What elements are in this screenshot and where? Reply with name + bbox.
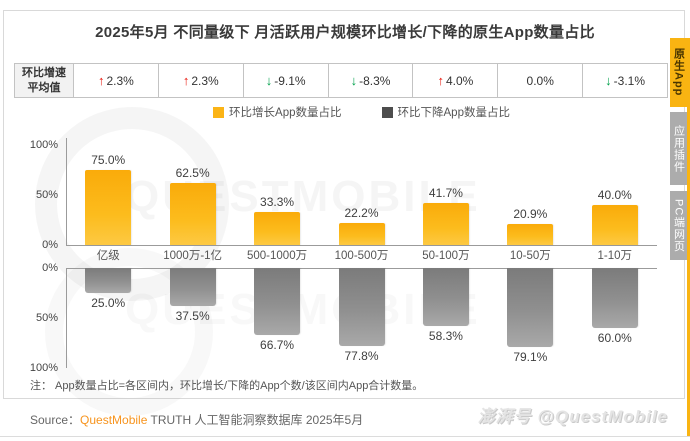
avg-growth-table: 环比增速 平均值 ↑ 2.3% ↑ 2.3% ↓ -9.1% ↓ -8.3% ↑ 4.0% 0.0%… (14, 63, 668, 98)
growth-swatch-icon (213, 106, 225, 118)
avg-growth-cell: ↓ -9.1% (244, 64, 329, 97)
chart-legend: 环比增长App数量占比 环比下降App数量占比 (66, 104, 657, 120)
avg-growth-table-header: 环比增速 平均值 (15, 64, 74, 97)
avg-growth-cell: ↑ 4.0% (413, 64, 499, 97)
decline-bar (591, 268, 638, 328)
decline-value-label: 79.1% (513, 350, 548, 365)
source-suffix: TRUTH 人工智能洞察数据库 2025年5月 (147, 413, 364, 427)
tab-app-plugin[interactable]: 应用插件 (670, 112, 687, 185)
decline-value-label: 60.0% (597, 331, 632, 345)
y-axis-tick: 50% (35, 189, 58, 201)
down-arrow-icon: ↓ (605, 73, 612, 88)
top-chart-baseline (66, 245, 657, 246)
avg-growth-value: 4.0% (445, 73, 474, 88)
avg-label-line2: 平均值 (27, 81, 61, 94)
footnote: 注： App数量占比=各区间内，环比增长/下降的App个数/该区间内App合计数… (30, 380, 424, 392)
decline-bar (169, 268, 216, 306)
avg-growth-value: -8.3% (359, 73, 391, 88)
avg-growth-value: 2.3% (106, 73, 134, 88)
avg-growth-cell: ↓ -8.3% (329, 64, 414, 97)
platform-watermark: 澎湃号 @QuestMobile (477, 407, 668, 426)
growth-bar (591, 205, 638, 245)
category-label: 50-100万 (422, 250, 470, 262)
up-arrow-icon: ↑ (98, 73, 105, 88)
avg-growth-cell: ↓ -3.1% (583, 64, 667, 97)
growth-value-label: 20.9% (513, 207, 548, 222)
decline-bar (422, 268, 469, 327)
avg-label-line1: 环比增速 (22, 67, 66, 80)
bottom-chart-y-axis (66, 268, 67, 368)
avg-growth-value: 2.3% (191, 73, 219, 88)
decline-bar (338, 268, 385, 346)
decline-value-label: 66.7% (260, 337, 295, 352)
growth-bar (85, 170, 132, 245)
decline-swatch-icon (381, 106, 393, 118)
source-line: Source：QuestMobile TRUTH 人工智能洞察数据库 2025年… (30, 411, 363, 428)
avg-growth-value: -9.1% (274, 73, 306, 88)
y-axis-tick: 50% (35, 312, 58, 324)
legend-item-decline: 环比下降App数量占比 (381, 104, 510, 120)
page-title: 2025年5月 不同量级下 月活跃用户规模环比增长/下降的原生App数量占比 (95, 24, 595, 41)
avg-growth-value: 0.0% (526, 73, 554, 88)
y-axis-tick: 0% (42, 239, 58, 251)
decline-bar (507, 268, 554, 348)
growth-value-label: 62.5% (175, 165, 210, 180)
growth-value-label: 75.0% (91, 153, 126, 167)
y-axis-tick: 100% (29, 139, 58, 151)
decline-value-label: 58.3% (428, 329, 463, 344)
growth-bar (422, 203, 469, 245)
tab-native-app[interactable]: 原生App (670, 38, 687, 107)
legend-growth-label: 环比增长App数量占比 (229, 107, 342, 119)
growth-value-label: 40.0% (597, 188, 632, 202)
avg-growth-cell: 0.0% (498, 64, 584, 97)
avg-growth-cell: ↑ 2.3% (74, 64, 159, 97)
growth-bar (338, 222, 385, 245)
category-label: 10-50万 (509, 250, 551, 262)
category-label: 500-1000万 (247, 250, 308, 262)
growth-value-label: 41.7% (428, 186, 463, 201)
growth-bar (169, 182, 216, 245)
category-label: 亿级 (96, 250, 120, 262)
decline-bar (85, 268, 132, 293)
avg-growth-cell: ↑ 2.3% (159, 64, 244, 97)
legend-item-growth: 环比增长App数量占比 (213, 104, 342, 120)
decline-value-label: 37.5% (175, 308, 210, 323)
up-arrow-icon: ↑ (182, 73, 190, 88)
accent-strip (687, 38, 690, 436)
source-prefix: Source： (30, 413, 81, 427)
category-label: 1000万-1亿 (163, 250, 223, 262)
growth-value-label: 33.3% (260, 194, 295, 209)
avg-growth-value: -3.1% (613, 73, 646, 88)
growth-bar (507, 224, 554, 245)
tab-pc-web[interactable]: PC端网页 (670, 191, 687, 260)
decline-bar (254, 268, 301, 335)
category-label: 1-10万 (597, 250, 633, 262)
y-axis-tick: 0% (42, 262, 58, 274)
down-arrow-icon: ↓ (350, 73, 358, 88)
decline-value-label: 77.8% (344, 348, 379, 363)
growth-value-label: 22.2% (344, 205, 379, 220)
down-arrow-icon: ↓ (265, 73, 273, 88)
growth-bar (254, 211, 301, 245)
bottom-divider (0, 436, 690, 437)
decline-value-label: 25.0% (91, 296, 126, 310)
y-axis-tick: 100% (29, 362, 58, 374)
top-chart-y-axis (66, 138, 67, 245)
brand-name: QuestMobile (80, 413, 148, 427)
up-arrow-icon: ↑ (437, 73, 444, 88)
category-label: 100-500万 (334, 250, 389, 262)
legend-decline-label: 环比下降App数量占比 (397, 107, 510, 119)
